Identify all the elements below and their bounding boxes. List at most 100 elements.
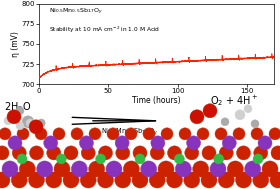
Circle shape (197, 128, 209, 140)
Circle shape (89, 161, 105, 177)
Circle shape (12, 146, 26, 160)
Circle shape (0, 172, 10, 188)
Circle shape (218, 172, 234, 188)
Circle shape (54, 161, 70, 177)
Circle shape (81, 146, 95, 160)
Circle shape (29, 146, 43, 160)
Circle shape (132, 172, 148, 188)
Circle shape (190, 110, 204, 124)
Circle shape (210, 161, 226, 177)
Circle shape (215, 128, 227, 140)
Circle shape (115, 172, 131, 188)
Circle shape (214, 154, 224, 164)
Circle shape (53, 128, 65, 140)
Circle shape (251, 128, 263, 140)
Circle shape (8, 136, 22, 150)
Circle shape (80, 136, 94, 150)
Circle shape (262, 161, 278, 177)
Circle shape (71, 128, 83, 140)
Circle shape (158, 161, 174, 177)
Circle shape (258, 136, 272, 150)
Circle shape (184, 172, 200, 188)
Circle shape (37, 161, 53, 177)
Circle shape (202, 146, 216, 160)
Circle shape (174, 154, 184, 164)
Circle shape (0, 146, 9, 160)
Circle shape (203, 104, 217, 118)
Circle shape (233, 128, 245, 140)
Circle shape (4, 117, 12, 125)
Circle shape (89, 128, 101, 140)
Circle shape (35, 128, 47, 140)
Y-axis label: η (mV): η (mV) (11, 31, 20, 57)
Circle shape (116, 146, 130, 160)
Circle shape (16, 122, 24, 130)
Circle shape (106, 161, 122, 177)
Circle shape (251, 120, 259, 128)
Circle shape (151, 136, 165, 150)
Circle shape (7, 110, 21, 124)
Text: Ni$_{0.5}$Mn$_{0.5}$Sb$_{1.7}$O$_y$: Ni$_{0.5}$Mn$_{0.5}$Sb$_{1.7}$O$_y$ (101, 126, 159, 138)
Circle shape (0, 128, 11, 140)
Circle shape (235, 110, 245, 120)
Circle shape (107, 128, 119, 140)
Circle shape (56, 154, 66, 164)
Circle shape (143, 128, 155, 140)
Circle shape (175, 161, 191, 177)
Circle shape (46, 172, 62, 188)
Circle shape (141, 161, 157, 177)
Circle shape (29, 172, 45, 188)
Circle shape (269, 128, 280, 140)
Circle shape (270, 172, 280, 188)
Circle shape (19, 161, 35, 177)
Circle shape (47, 146, 61, 160)
Text: Stability at 10 mA cm$^{-2}$ in 1.0 M Acid: Stability at 10 mA cm$^{-2}$ in 1.0 M Ac… (49, 25, 160, 35)
Circle shape (44, 136, 58, 150)
Circle shape (254, 146, 268, 160)
X-axis label: Time (hours): Time (hours) (132, 96, 181, 105)
Circle shape (179, 128, 191, 140)
Circle shape (201, 172, 217, 188)
Circle shape (271, 146, 280, 160)
Circle shape (80, 172, 96, 188)
Circle shape (161, 128, 173, 140)
Circle shape (221, 118, 229, 126)
Circle shape (227, 161, 243, 177)
Circle shape (96, 154, 106, 164)
Circle shape (193, 161, 209, 177)
Circle shape (29, 120, 43, 134)
Circle shape (135, 154, 145, 164)
Text: 2H$_2$O: 2H$_2$O (4, 100, 31, 114)
Circle shape (99, 146, 113, 160)
Circle shape (115, 136, 129, 150)
Circle shape (97, 172, 113, 188)
Circle shape (253, 154, 263, 164)
Circle shape (26, 119, 34, 127)
Circle shape (11, 172, 27, 188)
Circle shape (149, 172, 165, 188)
Circle shape (244, 105, 252, 113)
Text: O$_2$ + 4H$^+$: O$_2$ + 4H$^+$ (210, 93, 259, 108)
Circle shape (37, 119, 45, 127)
Circle shape (219, 146, 233, 160)
Circle shape (16, 107, 24, 115)
Circle shape (185, 146, 199, 160)
Circle shape (17, 128, 29, 140)
Circle shape (71, 161, 87, 177)
Circle shape (2, 161, 18, 177)
Circle shape (64, 146, 78, 160)
Circle shape (123, 161, 139, 177)
Circle shape (245, 161, 261, 177)
Circle shape (167, 146, 181, 160)
Circle shape (235, 172, 251, 188)
Circle shape (167, 172, 183, 188)
Text: Ni$_{0.5}$Mn$_{0.5}$Sb$_{1.7}$O$_y$: Ni$_{0.5}$Mn$_{0.5}$Sb$_{1.7}$O$_y$ (49, 7, 103, 17)
Circle shape (237, 146, 251, 160)
Circle shape (186, 136, 200, 150)
Circle shape (22, 116, 34, 128)
Circle shape (125, 128, 137, 140)
Circle shape (63, 172, 79, 188)
Circle shape (253, 172, 269, 188)
Circle shape (133, 146, 147, 160)
Circle shape (17, 154, 27, 164)
